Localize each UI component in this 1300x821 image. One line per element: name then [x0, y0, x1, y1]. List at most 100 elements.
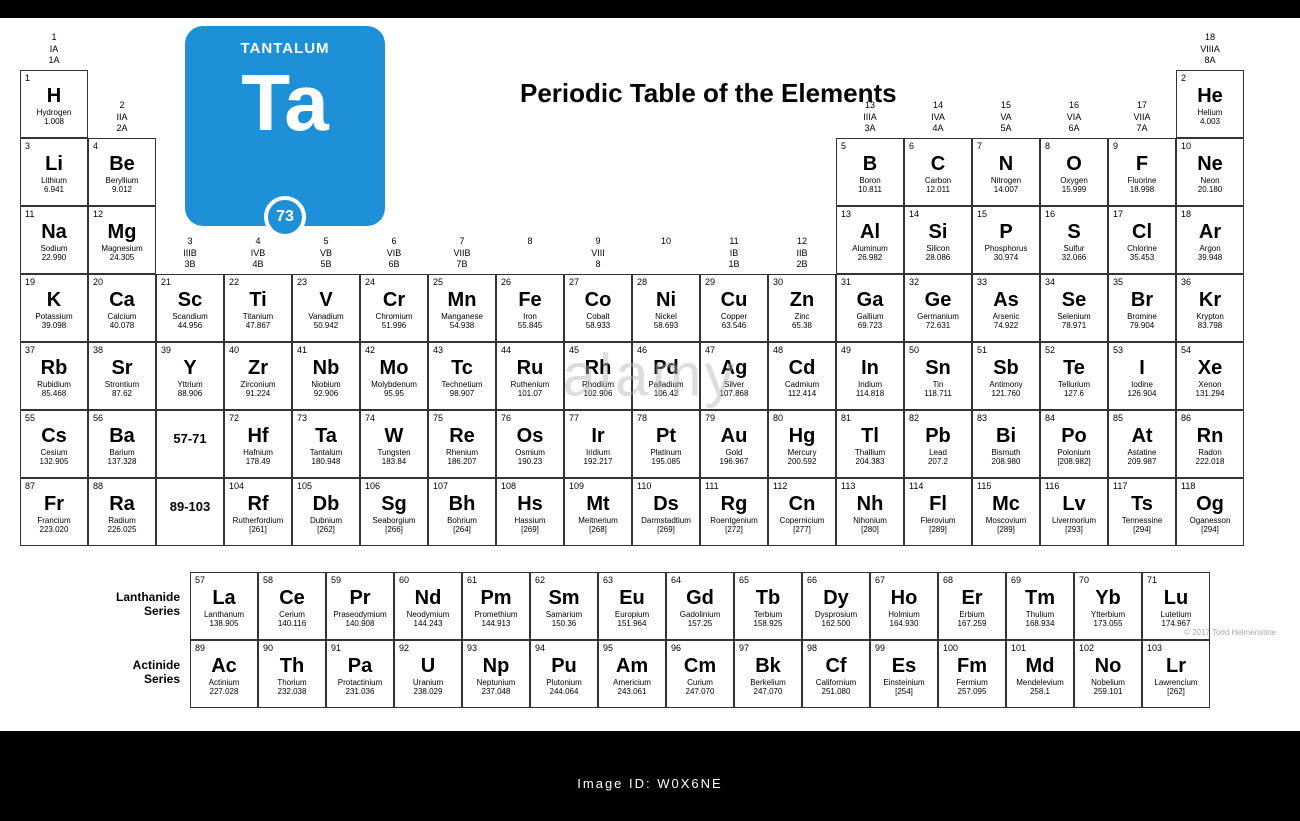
element-symbol: Ru — [501, 357, 559, 380]
element-name: Cesium — [25, 448, 83, 457]
element-symbol: Cf — [807, 655, 865, 678]
atomic-number: 1 — [25, 73, 83, 83]
element-name: Lead — [909, 448, 967, 457]
element-name: Holmium — [875, 610, 933, 619]
atomic-number: 107 — [433, 481, 491, 491]
element-symbol: 57-71 — [161, 431, 219, 446]
element-symbol: Bk — [739, 655, 797, 678]
atomic-number: 95 — [603, 643, 661, 653]
element-name: Samarium — [535, 610, 593, 619]
group-header: 9VIII8 — [564, 236, 632, 271]
element-cell: 47AgSilver107.868 — [700, 342, 768, 410]
element-cell: 113NhNihonium[280] — [836, 478, 904, 546]
element-symbol: Ce — [263, 587, 321, 610]
element-cell: 93NpNeptunium237.048 — [462, 640, 530, 708]
atomic-number: 106 — [365, 481, 423, 491]
element-cell: 65TbTerbium158.925 — [734, 572, 802, 640]
atomic-number: 80 — [773, 413, 831, 423]
atomic-mass: 87.62 — [93, 389, 151, 398]
atomic-number: 3 — [25, 141, 83, 151]
element-name: Copper — [705, 312, 763, 321]
atomic-mass: 257.095 — [943, 687, 1001, 696]
element-symbol: O — [1045, 153, 1103, 176]
element-name: Iron — [501, 312, 559, 321]
element-cell: 74WTungsten183.84 — [360, 410, 428, 478]
element-symbol: Cn — [773, 493, 831, 516]
element-cell: 8OOxygen15.999 — [1040, 138, 1108, 206]
element-symbol: Cr — [365, 289, 423, 312]
atomic-number: 108 — [501, 481, 559, 491]
element-symbol: Ga — [841, 289, 899, 312]
atomic-number: 88 — [93, 481, 151, 491]
atomic-mass: [293] — [1045, 525, 1103, 534]
atomic-mass: [294] — [1181, 525, 1239, 534]
element-symbol: Nd — [399, 587, 457, 610]
element-name: Radium — [93, 516, 151, 525]
element-name: Roentgenium — [705, 516, 763, 525]
element-name: Manganese — [433, 312, 491, 321]
element-symbol: Ir — [569, 425, 627, 448]
atomic-number: 30 — [773, 277, 831, 287]
series-label: LanthanideSeries — [80, 590, 180, 618]
atomic-number: 24 — [365, 277, 423, 287]
element-name: Cadmium — [773, 380, 831, 389]
atomic-number: 97 — [739, 643, 797, 653]
atomic-mass: 243.061 — [603, 687, 661, 696]
element-symbol: Dy — [807, 587, 865, 610]
element-name: Gallium — [841, 312, 899, 321]
atomic-mass: 251.080 — [807, 687, 865, 696]
element-symbol: Rb — [25, 357, 83, 380]
element-name: Yttrium — [161, 380, 219, 389]
element-name: Arsenic — [977, 312, 1035, 321]
element-cell: 86RnRadon222.018 — [1176, 410, 1244, 478]
atomic-number: 99 — [875, 643, 933, 653]
element-name: Rhodium — [569, 380, 627, 389]
atomic-number: 104 — [229, 481, 287, 491]
atomic-mass: 106.42 — [637, 389, 695, 398]
atomic-mass: [289] — [909, 525, 967, 534]
atomic-mass: 85.468 — [25, 389, 83, 398]
element-name: Francium — [25, 516, 83, 525]
atomic-mass: 35.453 — [1113, 253, 1171, 262]
element-name: Zinc — [773, 312, 831, 321]
element-name: Thorium — [263, 678, 321, 687]
element-symbol: Ti — [229, 289, 287, 312]
element-name: Indium — [841, 380, 899, 389]
atomic-number: 45 — [569, 345, 627, 355]
element-name: Vanadium — [297, 312, 355, 321]
element-name: Molybdenum — [365, 380, 423, 389]
atomic-number: 32 — [909, 277, 967, 287]
atomic-number: 118 — [1181, 481, 1239, 491]
element-symbol: As — [977, 289, 1035, 312]
atomic-number: 114 — [909, 481, 967, 491]
atomic-number: 103 — [1147, 643, 1205, 653]
atomic-number: 21 — [161, 277, 219, 287]
element-symbol: Es — [875, 655, 933, 678]
element-symbol: He — [1181, 85, 1239, 108]
atomic-number: 31 — [841, 277, 899, 287]
element-cell: 18ArArgon39.948 — [1176, 206, 1244, 274]
element-cell: 7NNitrogen14.007 — [972, 138, 1040, 206]
element-symbol: Si — [909, 221, 967, 244]
element-cell: 57LaLanthanum138.905 — [190, 572, 258, 640]
element-symbol: Gd — [671, 587, 729, 610]
atomic-mass: 98.907 — [433, 389, 491, 398]
element-name: Copernicium — [773, 516, 831, 525]
atomic-mass: 164.930 — [875, 619, 933, 628]
element-symbol: Ni — [637, 289, 695, 312]
atomic-number: 72 — [229, 413, 287, 423]
element-symbol: Lv — [1045, 493, 1103, 516]
featured-element: TANTALUM Ta 73 — [185, 26, 385, 226]
element-symbol: Y — [161, 357, 219, 380]
element-symbol: W — [365, 425, 423, 448]
element-cell: 41NbNiobium92.906 — [292, 342, 360, 410]
atomic-mass: 4.003 — [1181, 117, 1239, 126]
credit-text: © 2017 Todd Helmenstine — [1184, 628, 1276, 637]
element-cell: 91PaProtactinium231.036 — [326, 640, 394, 708]
element-cell: 13AlAluminum26.982 — [836, 206, 904, 274]
element-cell: 40ZrZirconium91.224 — [224, 342, 292, 410]
atomic-number: 61 — [467, 575, 525, 585]
element-cell: 96CmCurium247.070 — [666, 640, 734, 708]
atomic-mass: 244.064 — [535, 687, 593, 696]
element-symbol: Cu — [705, 289, 763, 312]
